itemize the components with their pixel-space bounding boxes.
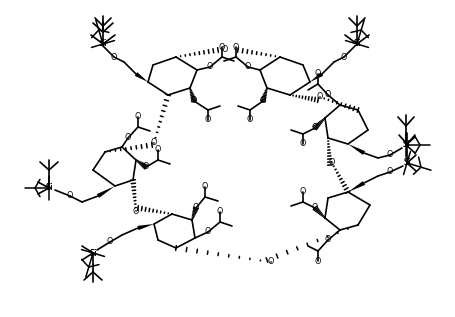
Text: O: O (314, 69, 320, 79)
Text: Si: Si (401, 140, 409, 150)
Polygon shape (137, 224, 154, 230)
Text: O: O (299, 139, 305, 148)
Text: O: O (221, 44, 228, 54)
Text: Si: Si (353, 40, 360, 49)
Text: Si: Si (89, 249, 96, 257)
Text: Si: Si (89, 249, 96, 257)
Text: Si: Si (99, 40, 106, 49)
Text: O: O (324, 90, 330, 100)
Text: O: O (207, 62, 213, 72)
Text: O: O (204, 115, 211, 125)
Text: Si: Si (402, 158, 410, 167)
Polygon shape (135, 72, 148, 82)
Text: O: O (244, 62, 251, 72)
Text: O: O (204, 228, 211, 236)
Text: O: O (125, 133, 131, 143)
Text: O: O (233, 42, 239, 51)
Text: O: O (190, 96, 197, 106)
Text: O: O (155, 146, 161, 154)
Polygon shape (347, 144, 364, 155)
Text: Si: Si (402, 158, 410, 167)
Text: O: O (386, 151, 392, 159)
Text: O: O (135, 113, 141, 121)
Text: O: O (314, 256, 320, 266)
Text: O: O (142, 163, 149, 171)
Text: O: O (216, 208, 222, 217)
Polygon shape (96, 186, 115, 198)
Polygon shape (309, 72, 323, 82)
Text: O: O (111, 53, 117, 61)
Text: Si: Si (99, 40, 106, 49)
Text: O: O (67, 191, 73, 200)
Text: O: O (386, 167, 392, 177)
Text: Si: Si (353, 40, 360, 49)
Text: O: O (106, 237, 113, 247)
Text: O: O (218, 42, 225, 51)
Text: Si: Si (45, 184, 53, 192)
Text: O: O (311, 204, 318, 212)
Polygon shape (347, 181, 364, 192)
Text: Si: Si (401, 140, 409, 150)
Text: O: O (246, 115, 253, 125)
Text: O: O (328, 158, 334, 167)
Text: Si: Si (45, 184, 53, 192)
Text: O: O (132, 206, 139, 216)
Text: O: O (202, 183, 208, 191)
Text: O: O (324, 236, 330, 244)
Text: O: O (151, 139, 157, 147)
Text: O: O (299, 187, 305, 197)
Text: O: O (267, 257, 273, 267)
Text: O: O (316, 93, 323, 101)
Text: O: O (311, 124, 318, 133)
Text: O: O (192, 204, 199, 212)
Text: O: O (259, 96, 266, 106)
Text: O: O (340, 53, 346, 61)
